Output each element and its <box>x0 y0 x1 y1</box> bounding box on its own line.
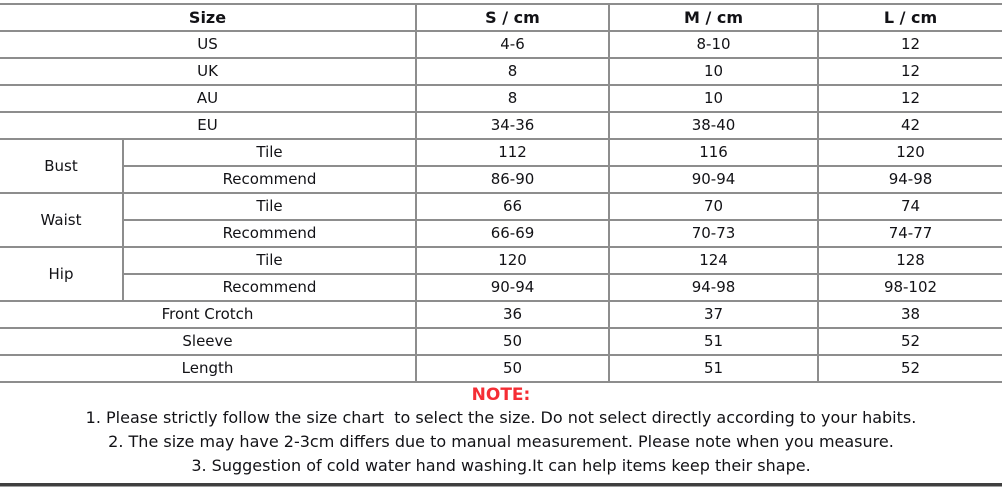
table-row-length: Length 50 51 52 <box>0 354 1002 383</box>
cell-bust-recommend-s: 86-90 <box>415 165 611 194</box>
cell-bust-tile-m: 116 <box>608 138 820 167</box>
cell-hip-tile-s: 120 <box>415 246 611 275</box>
cell-waist-recommend-l: 74-77 <box>817 219 1002 248</box>
header-size: Size <box>0 3 418 32</box>
group-label-bust: Bust <box>0 138 124 194</box>
row-label-eu: EU <box>0 111 418 140</box>
table-row-hip-tile: Hip Tile 120 124 128 <box>0 246 1002 302</box>
cell-hip-recommend-l: 98-102 <box>817 273 1002 302</box>
sub-label-waist-recommend: Recommend <box>123 219 418 248</box>
sub-label-hip-recommend: Recommend <box>123 273 418 302</box>
table-row-bust-tile: Bust Tile 112 116 120 <box>0 138 1002 194</box>
cell-bust-tile-l: 120 <box>817 138 1002 167</box>
sub-label-hip-tile: Tile <box>121 246 418 275</box>
cell-length-m: 51 <box>608 354 820 383</box>
cell-sleeve-l: 52 <box>817 327 1002 356</box>
cell-us-s: 4-6 <box>415 30 611 59</box>
cell-sleeve-s: 50 <box>415 327 611 356</box>
cell-eu-m: 38-40 <box>608 111 820 140</box>
sub-label-waist-tile: Tile <box>121 192 418 221</box>
note-item-1: 1. Please strictly follow the size chart… <box>85 408 917 427</box>
cell-uk-l: 12 <box>817 57 1002 86</box>
note-item-2: 2. The size may have 2-3cm differs due t… <box>108 432 894 451</box>
size-chart-table: Size S / cm M / cm L / cm US 4-6 8-10 12… <box>0 3 1002 383</box>
table-row-waist-tile: Waist Tile 66 70 74 <box>0 192 1002 248</box>
cell-waist-recommend-m: 70-73 <box>608 219 820 248</box>
cell-uk-s: 8 <box>415 57 611 86</box>
cell-uk-m: 10 <box>608 57 820 86</box>
cell-length-l: 52 <box>817 354 1002 383</box>
cell-waist-tile-m: 70 <box>608 192 820 221</box>
table-row-sleeve: Sleeve 50 51 52 <box>0 327 1002 356</box>
cell-bust-tile-s: 112 <box>415 138 611 167</box>
cell-waist-tile-l: 74 <box>817 192 1002 221</box>
cell-hip-recommend-s: 90-94 <box>415 273 611 302</box>
group-label-hip: Hip <box>0 246 124 302</box>
cell-au-l: 12 <box>817 84 1002 113</box>
header-l-cm: L / cm <box>817 3 1002 32</box>
sub-label-bust-tile: Tile <box>121 138 418 167</box>
note-item-3: 3. Suggestion of cold water hand washing… <box>191 456 811 475</box>
table-header-row: Size S / cm M / cm L / cm <box>0 3 1002 32</box>
table-row-uk: UK 8 10 12 <box>0 57 1002 86</box>
cell-au-m: 10 <box>608 84 820 113</box>
cell-us-l: 12 <box>817 30 1002 59</box>
cell-length-s: 50 <box>415 354 611 383</box>
cell-front-crotch-l: 38 <box>817 300 1002 329</box>
cell-bust-recommend-l: 94-98 <box>817 165 1002 194</box>
bottom-divider <box>0 483 1002 487</box>
cell-eu-l: 42 <box>817 111 1002 140</box>
header-m-cm: M / cm <box>608 3 820 32</box>
cell-bust-recommend-m: 90-94 <box>608 165 820 194</box>
cell-hip-tile-l: 128 <box>817 246 1002 275</box>
cell-waist-tile-s: 66 <box>415 192 611 221</box>
cell-eu-s: 34-36 <box>415 111 611 140</box>
row-label-length: Length <box>0 354 418 383</box>
row-label-uk: UK <box>0 57 418 86</box>
cell-front-crotch-s: 36 <box>415 300 611 329</box>
cell-waist-recommend-s: 66-69 <box>415 219 611 248</box>
sub-label-bust-recommend: Recommend <box>123 165 418 194</box>
cell-hip-tile-m: 124 <box>608 246 820 275</box>
row-label-au: AU <box>0 84 418 113</box>
table-row-bust-recommend: Recommend 86-90 90-94 94-98 <box>0 165 1002 194</box>
table-row-eu: EU 34-36 38-40 42 <box>0 111 1002 140</box>
cell-hip-recommend-m: 94-98 <box>608 273 820 302</box>
table-row-waist-recommend: Recommend 66-69 70-73 74-77 <box>0 219 1002 248</box>
table-row-front-crotch: Front Crotch 36 37 38 <box>0 300 1002 329</box>
row-label-us: US <box>0 30 418 59</box>
cell-au-s: 8 <box>415 84 611 113</box>
cell-sleeve-m: 51 <box>608 327 820 356</box>
table-row-hip-recommend: Recommend 90-94 94-98 98-102 <box>0 273 1002 302</box>
group-label-waist: Waist <box>0 192 124 248</box>
table-row-au: AU 8 10 12 <box>0 84 1002 113</box>
cell-us-m: 8-10 <box>608 30 820 59</box>
header-s-cm: S / cm <box>415 3 611 32</box>
row-label-front-crotch: Front Crotch <box>0 300 418 329</box>
table-row-us: US 4-6 8-10 12 <box>0 30 1002 59</box>
cell-front-crotch-m: 37 <box>608 300 820 329</box>
notes-section: NOTE: 1. Please strictly follow the size… <box>0 385 1002 478</box>
note-title: NOTE: <box>471 385 531 405</box>
row-label-sleeve: Sleeve <box>0 327 418 356</box>
